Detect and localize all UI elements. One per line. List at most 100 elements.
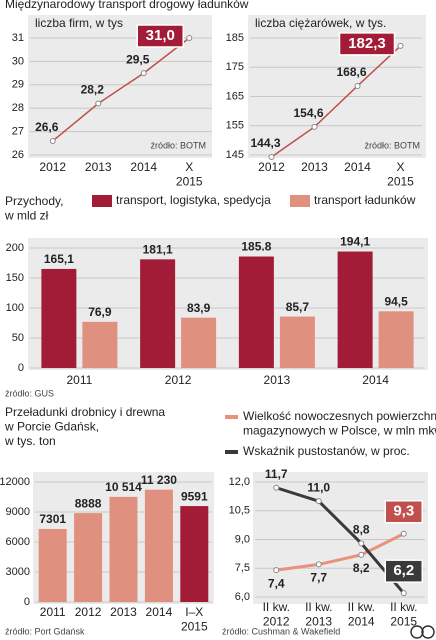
y-tick-label: 150 [6,272,24,284]
value-label: 8,8 [353,523,370,537]
value-label: 8888 [75,496,102,510]
bar [378,311,414,368]
x-tick-label: 2013 [301,160,328,174]
y-tick-label: 100 [6,302,24,314]
y-tick-label: 200 [6,242,24,254]
point [186,35,193,41]
x-tick-label: II kw. 2014 [348,600,375,628]
point [397,42,404,49]
value-label: 8,2 [353,561,370,575]
y-tick-label: 9,0 [235,533,250,545]
point [311,123,318,130]
legend-label: Wskaźnik pustostanów, w proc. [243,444,410,458]
x-tick-label: X 2015 [387,160,414,188]
point [315,561,322,568]
bar [41,268,77,368]
x-tick-label: 2013 [264,373,291,387]
x-tick-label: 2012 [258,160,285,174]
point [315,498,322,505]
y-tick-label: 155 [226,120,244,132]
legend-label: transport, logistyka, spedycja [116,193,271,207]
x-tick-label: 2011 [66,373,92,387]
value-label: 168,6 [336,65,366,79]
value-label-box [338,32,396,56]
point [140,70,147,77]
source: źródło: BOTM [150,140,206,150]
bar [74,513,103,602]
value-label: 26,6 [35,120,59,134]
x-tick-label: 2013 [110,605,137,619]
point [273,484,280,491]
header: Międzynarodowy transport drogowy ładunkó… [5,0,249,11]
bar [38,528,67,602]
source: źródło: GUS [5,388,54,398]
bar [238,256,274,368]
point [400,530,407,537]
y-tick-label: 3000 [6,566,30,578]
value-label: 94,5 [384,294,408,308]
value-label: 181,1 [143,243,173,257]
value-label: 83,9 [187,301,211,315]
value-label: 165,1 [44,252,74,266]
line [276,532,405,572]
point [400,590,407,597]
line [271,45,402,158]
bar [82,321,118,368]
chart-title: liczba firm, w tys [35,16,123,30]
y-tick-label: 27 [12,126,24,138]
chart-title: Przychody, w mld zł [4,194,63,222]
x-tick-label: 2013 [85,160,112,174]
value-label: 154,6 [293,106,323,120]
bar [140,259,176,368]
x-tick-label: 2012 [75,605,102,619]
line [52,37,190,142]
bar [279,316,315,368]
bar [109,496,138,602]
y-tick-label: 28 [12,102,24,114]
y-tick-label: 175 [226,61,244,73]
x-tick-label: 2014 [344,160,371,174]
x-tick-label: II kw. 2015 [390,600,417,628]
y-tick-label: 0 [24,596,30,608]
value-label: 85,7 [286,300,310,314]
point [49,137,56,144]
x-tick-label: II kw. 2012 [263,600,290,628]
y-tick-label: 7,5 [235,562,250,574]
bar [181,317,217,368]
point [95,100,102,107]
point [358,540,365,547]
bar [144,489,173,602]
x-tick-label: 2012 [39,160,66,174]
value-label-box [384,500,423,524]
value-label: 76,9 [88,305,112,319]
value-label: 11 230 [141,473,177,487]
x-tick-label: X 2015 [176,160,203,188]
value-label: 29,5 [126,52,150,66]
chart-title: liczba ciężarówek, w tys. [255,16,386,30]
value-label-box [384,559,423,583]
value-label: 185.8 [241,240,271,254]
x-tick-label: 2012 [165,373,192,387]
y-tick-label: 9000 [6,506,30,518]
logo [410,625,435,639]
y-tick-label: 12,0 [229,476,250,488]
panel [28,15,212,158]
value-label: 9591 [181,489,208,503]
value-label: 182,3 [348,35,386,52]
point [268,154,275,161]
value-label: 7,4 [268,576,285,590]
value-label: 7,7 [310,571,327,585]
legend-swatch [290,195,310,207]
x-tick-label: I–X 2015 [181,605,208,633]
x-tick-label: 2014 [130,160,157,174]
y-tick-label: 30 [12,55,24,67]
y-tick-label: 6000 [6,536,30,548]
value-label: 194,1 [340,235,370,249]
legend-label: transport ładunków [314,193,416,207]
bar [180,506,209,602]
bar [337,251,373,368]
panel [248,15,426,158]
value-label-box [136,24,184,48]
value-label: 9,3 [393,503,414,520]
